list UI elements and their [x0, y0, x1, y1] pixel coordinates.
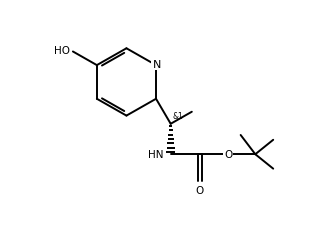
Text: O: O [196, 185, 204, 196]
Text: &1: &1 [173, 112, 184, 120]
Text: HO: HO [54, 46, 70, 56]
Text: O: O [224, 149, 232, 159]
Text: HN: HN [148, 150, 164, 160]
Text: N: N [153, 60, 161, 70]
